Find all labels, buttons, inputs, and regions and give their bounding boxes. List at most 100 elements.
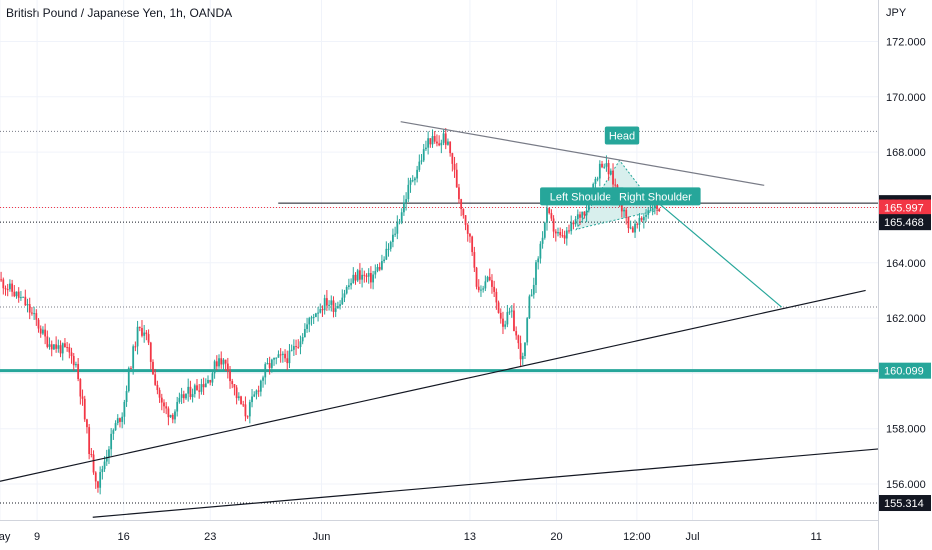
candle-body bbox=[213, 361, 216, 374]
candle-body bbox=[229, 371, 231, 382]
time-axis-background bbox=[0, 520, 878, 550]
candle-body bbox=[185, 393, 187, 399]
candle-body bbox=[449, 141, 452, 154]
candle-body bbox=[581, 211, 584, 218]
candle-body bbox=[70, 352, 73, 357]
candle-body bbox=[15, 291, 18, 297]
trendline bbox=[400, 121, 765, 186]
candle-body bbox=[405, 199, 408, 203]
candle-body bbox=[330, 300, 333, 305]
price-level-tag-text: 165.468 bbox=[884, 217, 924, 229]
candle-body bbox=[273, 357, 275, 360]
candle-body bbox=[363, 274, 366, 276]
candle-body bbox=[515, 331, 518, 336]
candle-body bbox=[444, 133, 447, 145]
candle-body bbox=[306, 324, 308, 329]
candle-body bbox=[4, 288, 7, 290]
candle-body bbox=[154, 374, 157, 385]
candle-body bbox=[28, 304, 31, 313]
candle-body bbox=[90, 453, 93, 455]
candle-body bbox=[356, 270, 359, 281]
candle-body bbox=[625, 209, 628, 217]
candle-body bbox=[191, 394, 194, 398]
candle-body bbox=[108, 449, 110, 457]
candle-body bbox=[99, 472, 102, 488]
candle-body bbox=[438, 143, 441, 146]
candle-body bbox=[565, 230, 568, 239]
candle-body bbox=[147, 334, 150, 343]
candle-body bbox=[321, 309, 324, 311]
candle-body bbox=[475, 267, 478, 287]
price-level-tag-box bbox=[879, 199, 931, 216]
candle-body bbox=[576, 214, 579, 220]
candle-body bbox=[583, 211, 586, 216]
candle-body bbox=[33, 313, 36, 315]
candle-body bbox=[462, 209, 465, 216]
time-axis[interactable]: May 9 16 23 Jun 13 20 12:00 Jul 11 bbox=[0, 520, 878, 550]
candle-body bbox=[433, 136, 436, 142]
candle-body bbox=[11, 283, 14, 292]
price-axis-background bbox=[878, 0, 932, 550]
candle-body bbox=[548, 208, 551, 214]
candle-body bbox=[601, 163, 603, 168]
candle-body bbox=[134, 346, 137, 348]
candle-body bbox=[392, 234, 394, 242]
trendline bbox=[659, 204, 782, 308]
candle-body bbox=[605, 163, 608, 167]
time-tick-label: 9 bbox=[34, 531, 40, 543]
candle-body bbox=[367, 273, 370, 277]
candle-body bbox=[178, 397, 181, 402]
candle-body bbox=[557, 232, 559, 234]
candle-body bbox=[31, 312, 33, 314]
candle-body bbox=[409, 180, 412, 185]
candle-body bbox=[127, 368, 130, 392]
candle-body bbox=[596, 178, 599, 180]
candle-body bbox=[634, 223, 636, 233]
candle-body bbox=[352, 274, 355, 284]
candle-body bbox=[612, 170, 614, 185]
candle-body bbox=[42, 329, 44, 334]
candle-body bbox=[649, 210, 652, 212]
candle-body bbox=[425, 147, 427, 150]
candle-body bbox=[88, 427, 91, 454]
grid bbox=[0, 0, 878, 520]
candle-body bbox=[374, 271, 377, 275]
candle-body bbox=[24, 296, 27, 306]
candle-body bbox=[160, 397, 163, 403]
candle-body bbox=[453, 163, 456, 170]
candle-body bbox=[64, 343, 66, 348]
candle-body bbox=[57, 345, 60, 349]
candle-body bbox=[240, 396, 242, 405]
pattern-label-box bbox=[604, 126, 640, 145]
candle-body bbox=[486, 276, 489, 282]
candle-body bbox=[579, 214, 581, 218]
candle-body bbox=[286, 358, 289, 364]
candle-body bbox=[631, 227, 634, 233]
time-tick-label: 12:00 bbox=[623, 531, 651, 543]
candle-body bbox=[0, 279, 3, 281]
time-tick-label: Jul bbox=[685, 531, 699, 543]
candle-body bbox=[83, 398, 86, 420]
candle-body bbox=[35, 313, 38, 320]
candle-body bbox=[171, 414, 174, 420]
time-tick-label: 20 bbox=[550, 531, 562, 543]
candle-body bbox=[568, 230, 570, 232]
candle-body bbox=[354, 274, 357, 281]
candle-body bbox=[528, 296, 531, 319]
candle-body bbox=[222, 359, 225, 365]
price-tick-label: 164.000 bbox=[886, 258, 926, 270]
candle-body bbox=[299, 341, 302, 348]
candle-body bbox=[471, 236, 474, 253]
candle-body bbox=[508, 311, 511, 313]
candle-body bbox=[209, 379, 212, 383]
candle-body bbox=[495, 291, 498, 303]
candle-body bbox=[114, 423, 117, 431]
candle-body bbox=[123, 401, 126, 417]
price-axis[interactable]: JPY156.000158.000160.000162.000164.00016… bbox=[878, 0, 932, 550]
candle-body bbox=[620, 203, 623, 212]
candle-body bbox=[416, 169, 419, 179]
candle-body bbox=[136, 326, 139, 347]
candle-body bbox=[211, 373, 214, 383]
candle-body bbox=[396, 222, 399, 234]
